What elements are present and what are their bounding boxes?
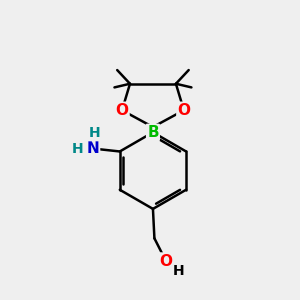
Text: B: B: [147, 125, 159, 140]
Text: H: H: [72, 142, 83, 155]
Text: O: O: [116, 103, 128, 118]
Text: H: H: [173, 264, 185, 278]
Text: O: O: [177, 103, 190, 118]
Text: N: N: [86, 141, 99, 156]
Text: O: O: [160, 254, 173, 268]
Text: H: H: [88, 126, 100, 140]
